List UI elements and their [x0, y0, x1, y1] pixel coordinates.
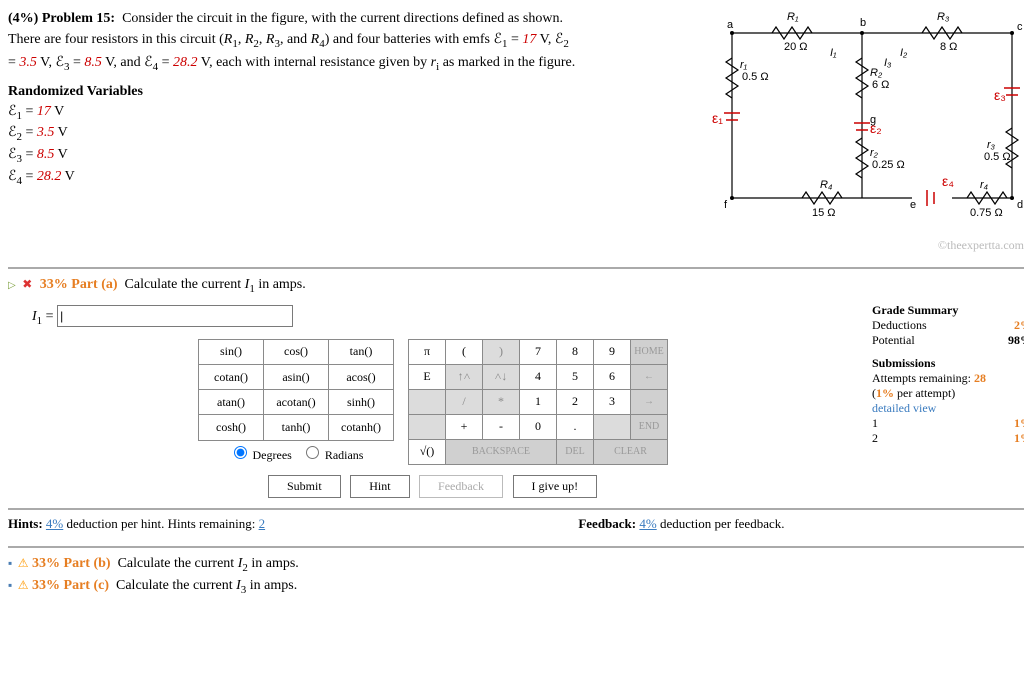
key-tanh[interactable]: tanh(): [264, 415, 329, 440]
svg-text:R₃: R₃: [937, 11, 950, 23]
key-cotanh[interactable]: cotanh(): [329, 415, 394, 440]
grade-summary: Grade Summary Deductions2% Potential98% …: [872, 303, 1024, 446]
svg-text:r₂: r₂: [870, 147, 879, 159]
svg-text:r₃: r₃: [987, 139, 996, 151]
svg-text:0.75 Ω: 0.75 Ω: [970, 207, 1003, 219]
key-acos[interactable]: acos(): [329, 364, 394, 389]
key-cotan[interactable]: cotan(): [199, 364, 264, 389]
giveup-button[interactable]: I give up!: [513, 475, 598, 498]
svg-text:R₁: R₁: [787, 11, 799, 23]
key-sqrt[interactable]: √(): [409, 439, 446, 464]
numeric-keypad: π ( ) 7 8 9 HOME E ↑˄ ˄↓ 4 5 6 ← / * 1 2…: [408, 339, 668, 465]
circuit-diagram: a b c d e f g R₁ 20 Ω R₃ 8 Ω R₂ 6 Ω R₄ 1…: [712, 8, 1024, 238]
radians-radio[interactable]: Radians: [301, 448, 364, 462]
key-sin[interactable]: sin(): [199, 339, 264, 364]
part-a-header: ▷ ✖ 33% Part (a) Calculate the current I…: [8, 277, 1024, 295]
watermark: ©theexpertta.com: [8, 238, 1024, 253]
collapse-icon: ▪: [8, 556, 12, 570]
key-mul[interactable]: *: [483, 389, 520, 414]
feedback-button[interactable]: Feedback: [419, 475, 503, 498]
part-b-header[interactable]: ▪ ⚠ 33% Part (b) Calculate the current I…: [8, 556, 1024, 574]
key-4[interactable]: 4: [520, 364, 557, 389]
key-acotan[interactable]: acotan(): [264, 390, 329, 415]
key-rparen[interactable]: ): [483, 339, 520, 364]
hint-button[interactable]: Hint: [350, 475, 409, 498]
key-pi[interactable]: π: [409, 339, 446, 364]
warn-icon: ⚠: [18, 556, 29, 570]
key-7[interactable]: 7: [520, 339, 557, 364]
answer-input[interactable]: [57, 305, 293, 327]
svg-text:6 Ω: 6 Ω: [872, 79, 889, 91]
key-cos[interactable]: cos(): [264, 339, 329, 364]
key-asin[interactable]: asin(): [264, 364, 329, 389]
key-8[interactable]: 8: [557, 339, 594, 364]
svg-text:ε₃: ε₃: [994, 87, 1006, 103]
key-minus[interactable]: -: [483, 414, 520, 439]
detailed-view-link[interactable]: detailed view: [872, 401, 1024, 416]
svg-text:a: a: [727, 19, 734, 31]
key-e[interactable]: E: [409, 364, 446, 389]
key-sinh[interactable]: sinh(): [329, 390, 394, 415]
key-0[interactable]: 0: [520, 414, 557, 439]
svg-text:c: c: [1017, 21, 1023, 33]
separator-2: [8, 546, 1024, 548]
svg-text:0.5 Ω: 0.5 Ω: [742, 71, 769, 83]
key-1[interactable]: 1: [520, 389, 557, 414]
separator: [8, 267, 1024, 269]
svg-text:ε₁: ε₁: [712, 110, 723, 126]
key-div[interactable]: /: [446, 389, 483, 414]
svg-text:R₄: R₄: [820, 179, 832, 191]
key-up[interactable]: ↑˄: [446, 364, 483, 389]
svg-text:f: f: [724, 199, 728, 211]
expand-icon[interactable]: ▷: [8, 280, 16, 291]
key-plus[interactable]: +: [446, 414, 483, 439]
svg-text:8 Ω: 8 Ω: [940, 41, 957, 53]
svg-text:20 Ω: 20 Ω: [784, 41, 808, 53]
key-9[interactable]: 9: [594, 339, 631, 364]
svg-text:d: d: [1017, 199, 1023, 211]
collapse-icon: ▪: [8, 578, 12, 592]
degrees-radio[interactable]: Degrees: [229, 448, 292, 462]
svg-text:e: e: [910, 199, 916, 211]
svg-text:R₂: R₂: [870, 67, 883, 79]
key-home[interactable]: HOME: [631, 339, 668, 364]
key-2[interactable]: 2: [557, 389, 594, 414]
function-keypad: sin()cos()tan() cotan()asin()acos() atan…: [198, 339, 394, 465]
svg-text:I₂: I₂: [900, 47, 908, 59]
submit-button[interactable]: Submit: [268, 475, 341, 498]
warn-icon: ⚠: [18, 578, 29, 592]
svg-text:15 Ω: 15 Ω: [812, 207, 836, 219]
key-lparen[interactable]: (: [446, 339, 483, 364]
key-backspace[interactable]: BACKSPACE: [446, 439, 557, 464]
svg-text:b: b: [860, 17, 866, 29]
svg-text:I₁: I₁: [830, 47, 837, 59]
part-c-header[interactable]: ▪ ⚠ 33% Part (c) Calculate the current I…: [8, 578, 1024, 596]
svg-text:I₃: I₃: [884, 57, 892, 69]
key-dot[interactable]: .: [557, 414, 594, 439]
svg-text:ε₂: ε₂: [870, 120, 882, 136]
svg-text:r₁: r₁: [740, 59, 748, 71]
key-6[interactable]: 6: [594, 364, 631, 389]
problem-statement: (4%) Problem 15: Consider the circuit in…: [8, 8, 688, 76]
key-right[interactable]: →: [631, 389, 668, 414]
svg-text:0.25 Ω: 0.25 Ω: [872, 159, 905, 171]
svg-text:0.5 Ω: 0.5 Ω: [984, 151, 1011, 163]
key-down[interactable]: ˄↓: [483, 364, 520, 389]
star-icon: ✖: [22, 277, 32, 291]
key-end[interactable]: END: [631, 414, 668, 439]
key-del[interactable]: DEL: [557, 439, 594, 464]
key-3[interactable]: 3: [594, 389, 631, 414]
hints-footer: Hints: 4% deduction per hint. Hints rema…: [8, 508, 1024, 532]
key-cosh[interactable]: cosh(): [199, 415, 264, 440]
key-atan[interactable]: atan(): [199, 390, 264, 415]
svg-text:r₄: r₄: [980, 179, 988, 191]
key-left[interactable]: ←: [631, 364, 668, 389]
key-5[interactable]: 5: [557, 364, 594, 389]
svg-text:ε₄: ε₄: [942, 173, 954, 189]
key-clear[interactable]: CLEAR: [594, 439, 668, 464]
key-tan[interactable]: tan(): [329, 339, 394, 364]
